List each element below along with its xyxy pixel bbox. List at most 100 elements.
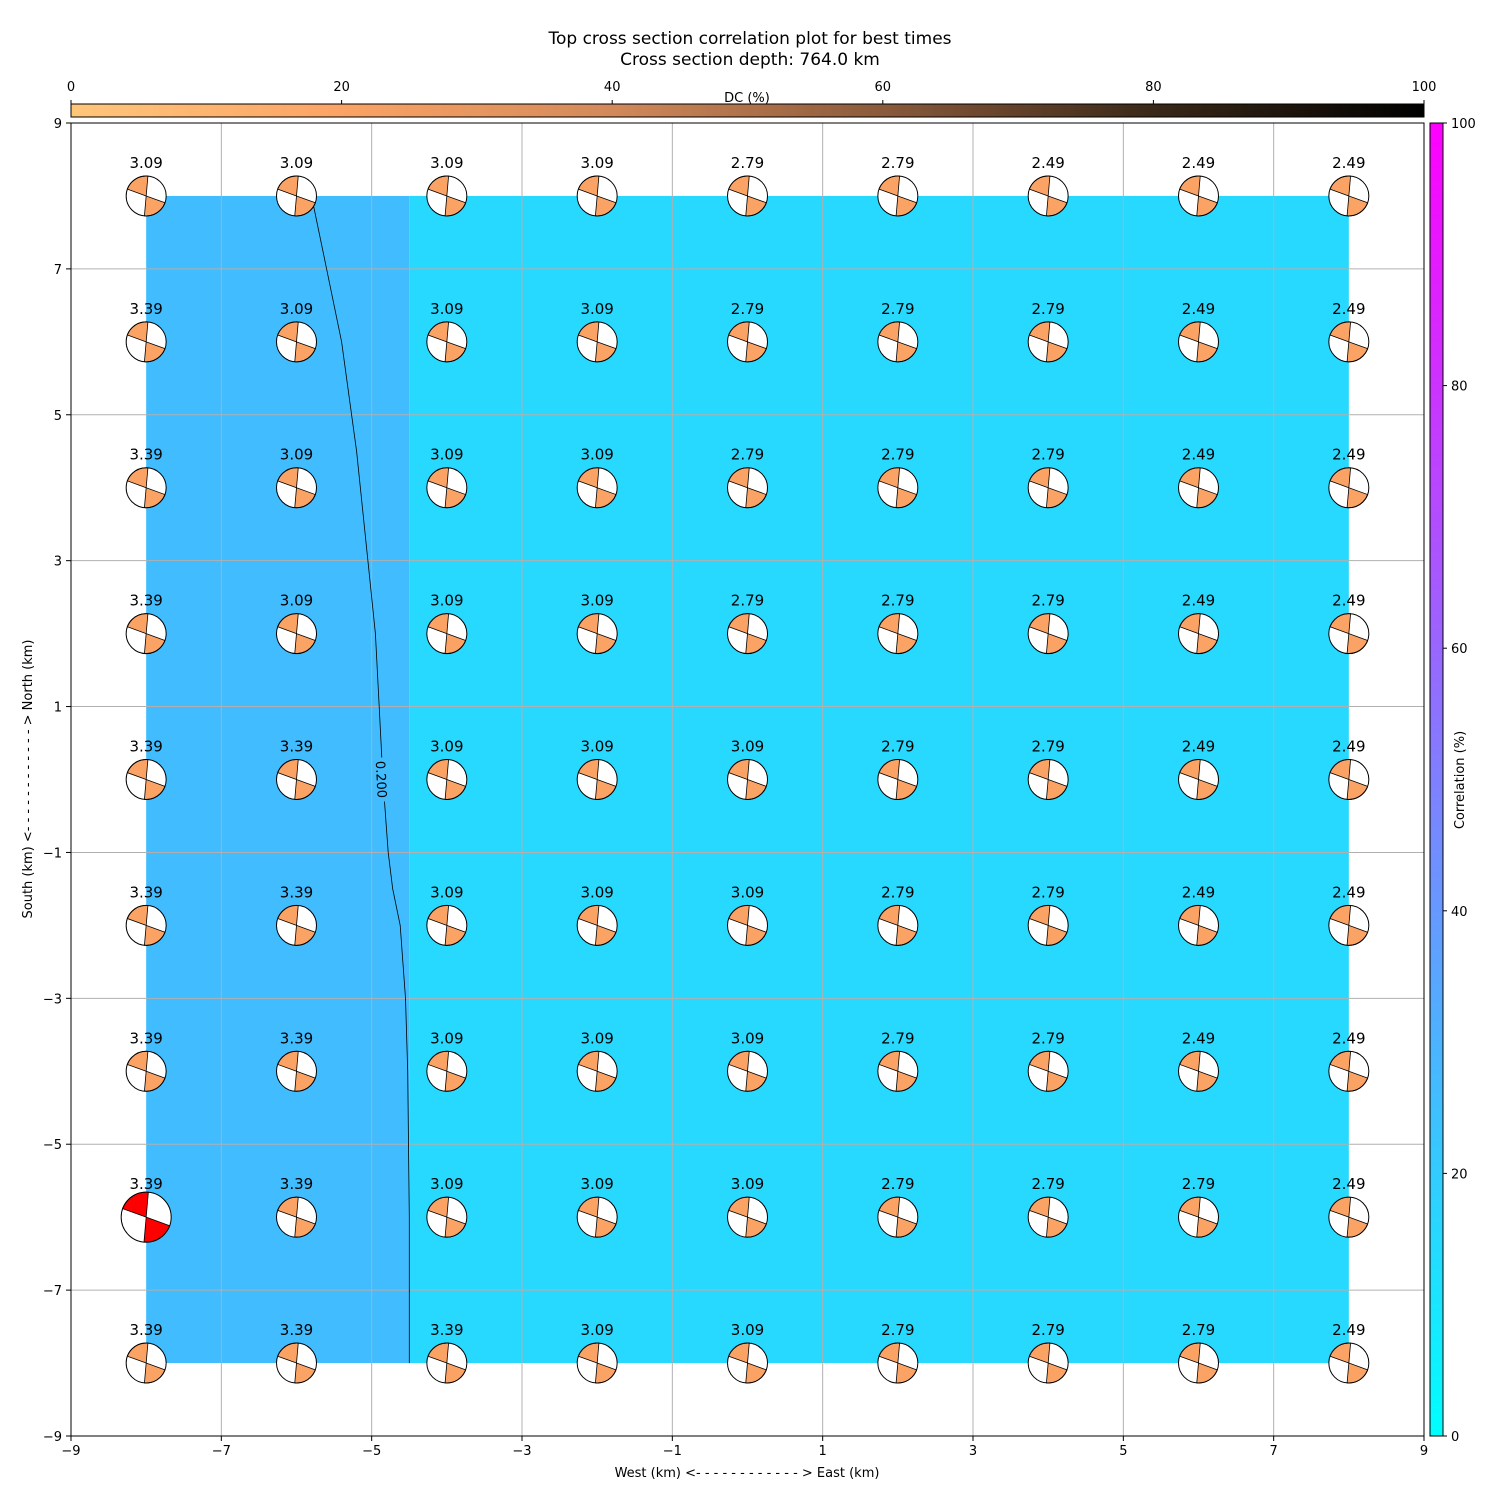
beachball (125, 759, 167, 800)
beachball-outline (1328, 1342, 1370, 1384)
value-label: 2.49 (1182, 883, 1215, 901)
beachball-outline (426, 1342, 468, 1384)
beachball-outline (1027, 613, 1069, 655)
beachball-outline (727, 175, 768, 217)
beachball (727, 321, 768, 363)
x-tick-label: 5 (1119, 1444, 1127, 1459)
value-label: 2.79 (1031, 883, 1064, 901)
beachball-outline (1328, 1050, 1370, 1092)
beachball (727, 1342, 768, 1384)
value-label: 2.79 (881, 1321, 914, 1339)
contour-label-bg (372, 757, 389, 802)
value-label: 3.39 (280, 1029, 313, 1047)
value-label: 3.09 (430, 883, 463, 901)
value-label: 2.79 (1031, 1321, 1064, 1339)
beachball (125, 1342, 167, 1384)
value-label: 3.09 (580, 738, 613, 756)
value-label: 3.09 (430, 1029, 463, 1047)
value-label: 3.09 (731, 1175, 764, 1193)
value-label: 2.49 (1182, 446, 1215, 464)
correlation-colorbar-tick-label: 40 (1451, 905, 1468, 920)
x-axis-label: West (km) <- - - - - - - - - - - - > Eas… (615, 1466, 880, 1481)
beachball-outline (576, 759, 618, 800)
beachball (1178, 613, 1219, 655)
beachball (1328, 904, 1370, 946)
beachball-outline (426, 467, 468, 509)
beachball (426, 467, 468, 509)
value-label: 3.09 (430, 446, 463, 464)
y-tick-label: 5 (54, 409, 62, 424)
value-label: 2.79 (1031, 446, 1064, 464)
beachball (1178, 1342, 1219, 1384)
beachball (426, 1050, 468, 1092)
chart-title: Top cross section correlation plot for b… (547, 29, 951, 49)
value-label: 3.39 (430, 1321, 463, 1339)
beachball (125, 613, 167, 655)
beachball-outline (1027, 1196, 1069, 1238)
beachball (1027, 1050, 1069, 1092)
beachball-outline (426, 759, 468, 800)
value-label: 3.09 (430, 1175, 463, 1193)
value-label: 3.09 (731, 738, 764, 756)
beachball-outline (576, 904, 618, 946)
beachball (727, 467, 768, 509)
value-label: 2.79 (731, 592, 764, 610)
value-label: 3.09 (580, 300, 613, 318)
beachball-outline (877, 1342, 919, 1384)
value-label: 3.09 (280, 592, 313, 610)
value-label: 2.49 (1182, 154, 1215, 172)
x-tick-label: −9 (61, 1444, 80, 1459)
y-tick-label: 7 (54, 263, 62, 278)
value-label: 3.09 (430, 592, 463, 610)
beachball-outline (877, 1196, 919, 1238)
beachball (1178, 467, 1219, 509)
beachball-outline (576, 175, 618, 217)
beachball (276, 1196, 317, 1238)
x-tick-label: −1 (663, 1444, 682, 1459)
beachball-outline (1178, 759, 1219, 800)
beachball (1027, 1342, 1069, 1384)
plot-frame (70, 122, 1425, 1437)
beachball-outline (1027, 1342, 1069, 1384)
value-label: 2.49 (1332, 300, 1365, 318)
beachball-outline (276, 321, 317, 363)
beachball-outline (426, 904, 468, 946)
dc-colorbar: DC (%) 0 20 40 60 80 100 (67, 80, 1436, 118)
value-label: 3.09 (580, 1029, 613, 1047)
beachball (276, 613, 317, 655)
beachball-outline (576, 467, 618, 509)
y-tick-label: −1 (43, 846, 62, 861)
beachball (1027, 613, 1069, 655)
beachball (125, 1050, 167, 1092)
value-label: 2.79 (1031, 1029, 1064, 1047)
beachball (1328, 759, 1370, 800)
correlation-colorbar-tick-label: 100 (1451, 117, 1476, 132)
value-label: 2.79 (731, 446, 764, 464)
value-label: 3.39 (280, 1175, 313, 1193)
value-label: 3.09 (280, 154, 313, 172)
beachball (426, 321, 468, 363)
beachball (276, 175, 317, 217)
beachball (576, 321, 618, 363)
beachball (576, 904, 618, 946)
beachball-outline (125, 321, 167, 363)
beachball (426, 1342, 468, 1384)
beachball (576, 1196, 618, 1238)
value-label: 2.49 (1182, 1029, 1215, 1047)
x-tick-label: −5 (362, 1444, 381, 1459)
value-label: 2.79 (1182, 1321, 1215, 1339)
correlation-colorbar-tick-label: 80 (1451, 380, 1468, 395)
chart-subtitle: Cross section depth: 764.0 km (620, 50, 880, 70)
beachball-outline (276, 1342, 317, 1384)
beachball (426, 613, 468, 655)
value-label: 3.09 (731, 883, 764, 901)
value-label: 2.79 (1031, 592, 1064, 610)
y-axis-label: South (km) <- - - - - - - - - - - - > No… (21, 639, 36, 918)
beachball (877, 321, 919, 363)
x-tick-label: −7 (212, 1444, 231, 1459)
beachball-outline (877, 467, 919, 509)
beachball-outline (727, 759, 768, 800)
beachball-outline (125, 904, 167, 946)
beachball-outline (125, 1050, 167, 1092)
